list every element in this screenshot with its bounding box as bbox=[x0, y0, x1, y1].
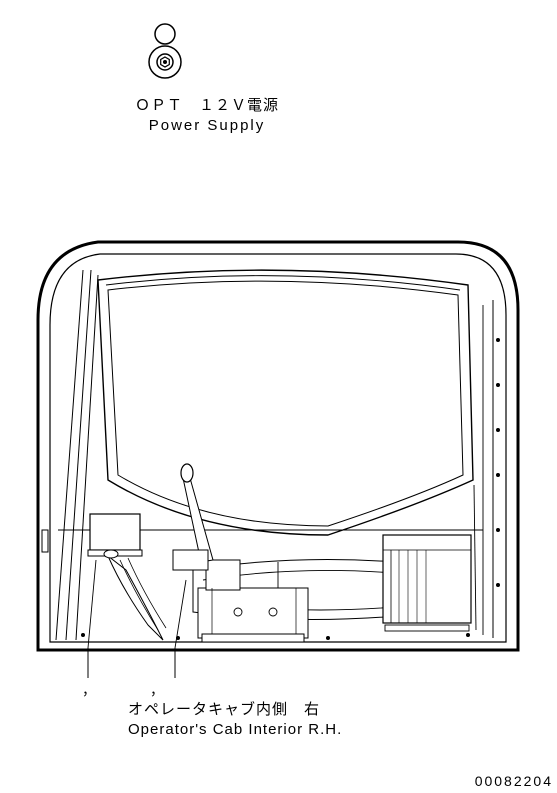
cab-interior-label: オペレータキャブ内側 右 Operator's Cab Interior R.H… bbox=[128, 700, 342, 741]
power-supply-group: ＯＰＴ １２Ｖ電源 Power Supply bbox=[135, 20, 279, 135]
power-supply-label-jp: ＯＰＴ １２Ｖ電源 bbox=[135, 96, 279, 116]
cab-interior-group bbox=[28, 230, 528, 670]
power-supply-icon bbox=[135, 20, 195, 90]
cab-interior-label-en: Operator's Cab Interior R.H. bbox=[128, 720, 342, 740]
diagram-root: ＯＰＴ １２Ｖ電源 Power Supply bbox=[0, 0, 557, 793]
cab-interior-label-jp: オペレータキャブ内側 右 bbox=[128, 700, 342, 720]
power-supply-label-en: Power Supply bbox=[135, 116, 279, 136]
callout-tick-marks: ， ， bbox=[82, 680, 165, 700]
power-supply-label: ＯＰＴ １２Ｖ電源 Power Supply bbox=[135, 96, 279, 135]
drawing-number: 00082204 bbox=[475, 773, 553, 789]
cab-interior-drawing bbox=[28, 230, 528, 670]
